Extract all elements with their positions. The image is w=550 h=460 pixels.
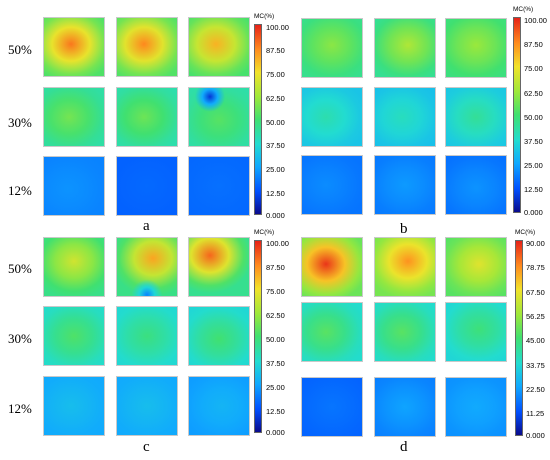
tile-c-50-1 — [43, 237, 105, 297]
colorbar-title-b: MC(%) — [513, 6, 534, 13]
colorbar-tick-a-6: 25.00 — [266, 165, 285, 174]
colorbar-tick-a-2: 75.00 — [266, 70, 285, 79]
colorbar-title-d: MC(%) — [515, 229, 536, 236]
panel-label-c: c — [143, 439, 150, 455]
colorbar-tick-b-1: 87.50 — [524, 40, 543, 49]
tile-d-50-2 — [374, 237, 436, 297]
colorbar-tick-c-8: 0.000 — [266, 428, 285, 437]
colorbar-tick-b-5: 37.50 — [524, 137, 543, 146]
colorbar-tick-b-7: 12.50 — [524, 185, 543, 194]
row-label-30: 30% — [8, 115, 32, 130]
tile-b-30-3 — [445, 87, 507, 147]
colorbar-tick-d-8: 0.000 — [526, 431, 545, 440]
colorbar-tick-c-1: 87.50 — [266, 263, 285, 272]
colorbar-tick-d-0: 90.00 — [526, 239, 545, 248]
colorbar-tick-b-2: 75.00 — [524, 64, 543, 73]
colorbar-tick-c-7: 12.50 — [266, 407, 285, 416]
tile-a-30-1 — [43, 87, 105, 147]
row-label-30: 30% — [8, 331, 32, 346]
colorbar-c — [254, 240, 262, 433]
tile-a-30-2 — [116, 87, 178, 147]
colorbar-tick-d-2: 67.50 — [526, 288, 545, 297]
tile-c-30-3 — [188, 306, 250, 366]
row-label-12: 12% — [8, 401, 32, 416]
tile-b-50-2 — [374, 18, 436, 78]
tile-a-12-2 — [116, 156, 178, 216]
colorbar-tick-b-4: 50.00 — [524, 113, 543, 122]
tile-d-12-1 — [301, 377, 363, 437]
tile-d-30-3 — [445, 302, 507, 362]
colorbar-tick-d-6: 22.50 — [526, 385, 545, 394]
tile-c-50-2 — [116, 237, 178, 297]
colorbar-tick-d-3: 56.25 — [526, 312, 545, 321]
colorbar-tick-a-3: 62.50 — [266, 94, 285, 103]
tile-a-50-1 — [43, 17, 105, 77]
tile-b-12-1 — [301, 155, 363, 215]
row-label-50: 50% — [8, 42, 32, 57]
colorbar-tick-a-4: 50.00 — [266, 118, 285, 127]
panel-label-b: b — [400, 221, 408, 237]
colorbar-d — [515, 240, 523, 436]
colorbar-tick-d-4: 45.00 — [526, 336, 545, 345]
colorbar-tick-d-1: 78.75 — [526, 263, 545, 272]
tile-c-12-1 — [43, 376, 105, 436]
tile-d-30-2 — [374, 302, 436, 362]
colorbar-tick-a-7: 12.50 — [266, 189, 285, 198]
colorbar-tick-c-0: 100.00 — [266, 239, 289, 248]
colorbar-tick-a-5: 37.50 — [266, 141, 285, 150]
tile-c-50-3 — [188, 237, 250, 297]
colorbar-tick-a-0: 100.00 — [266, 23, 289, 32]
tile-a-50-2 — [116, 17, 178, 77]
tile-b-12-2 — [374, 155, 436, 215]
colorbar-tick-b-0: 100.00 — [524, 16, 547, 25]
tile-d-12-3 — [445, 377, 507, 437]
colorbar-tick-b-6: 25.00 — [524, 161, 543, 170]
tile-a-30-3 — [188, 87, 250, 147]
colorbar-tick-d-5: 33.75 — [526, 361, 545, 370]
tile-b-12-3 — [445, 155, 507, 215]
tile-d-30-1 — [301, 302, 363, 362]
row-label-12: 12% — [8, 183, 32, 198]
colorbar-title-c: MC(%) — [254, 229, 275, 236]
tile-a-12-3 — [188, 156, 250, 216]
tile-c-12-3 — [188, 376, 250, 436]
tile-a-50-3 — [188, 17, 250, 77]
tile-d-50-1 — [301, 237, 363, 297]
tile-c-30-1 — [43, 306, 105, 366]
tile-c-30-2 — [116, 306, 178, 366]
tile-d-12-2 — [374, 377, 436, 437]
tile-d-50-3 — [445, 237, 507, 297]
panel-label-a: a — [143, 218, 150, 234]
tile-b-50-1 — [301, 18, 363, 78]
row-label-50: 50% — [8, 261, 32, 276]
colorbar-tick-c-4: 50.00 — [266, 335, 285, 344]
colorbar-tick-a-1: 87.50 — [266, 46, 285, 55]
colorbar-a — [254, 24, 262, 215]
colorbar-title-a: MC(%) — [254, 13, 275, 20]
colorbar-tick-c-6: 25.00 — [266, 383, 285, 392]
tile-c-12-2 — [116, 376, 178, 436]
colorbar-tick-b-3: 62.50 — [524, 89, 543, 98]
colorbar-tick-a-8: 0.000 — [266, 211, 285, 220]
colorbar-tick-d-7: 11.25 — [526, 409, 545, 418]
colorbar-tick-c-5: 37.50 — [266, 359, 285, 368]
colorbar-tick-b-8: 0.000 — [524, 208, 543, 217]
panel-label-d: d — [400, 439, 408, 455]
colorbar-tick-c-3: 62.50 — [266, 311, 285, 320]
tile-b-50-3 — [445, 18, 507, 78]
colorbar-tick-c-2: 75.00 — [266, 287, 285, 296]
tile-b-30-1 — [301, 87, 363, 147]
tile-a-12-1 — [43, 156, 105, 216]
tile-b-30-2 — [374, 87, 436, 147]
colorbar-b — [513, 17, 521, 213]
